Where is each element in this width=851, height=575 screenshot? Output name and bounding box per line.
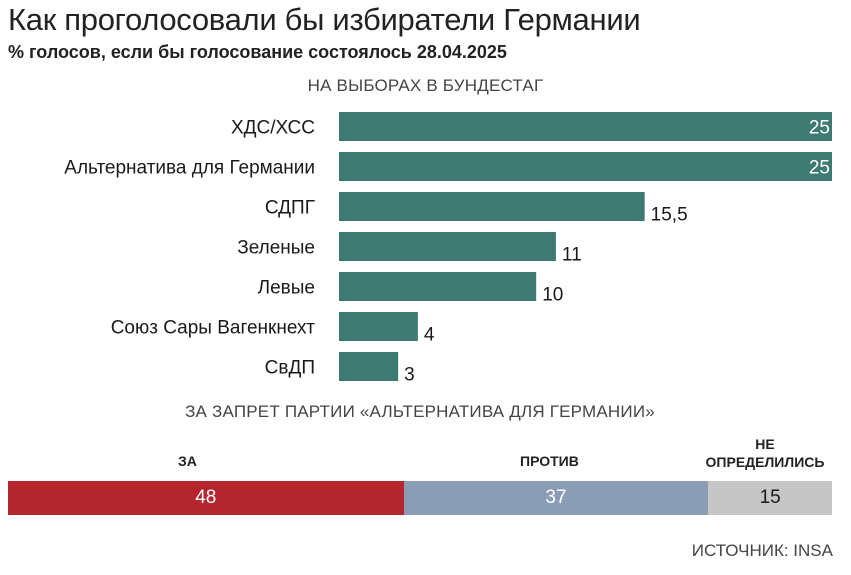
bar-3: [339, 232, 556, 261]
bar-label-1: Альтернатива для Германии: [64, 158, 315, 179]
bar-label-3: Зеленые: [237, 238, 315, 259]
bar-label-6: СвДП: [265, 358, 315, 379]
chart-title: Как проголосовали бы избиратели Германии: [8, 2, 641, 37]
ban-stacked-bar: 48 37 15: [8, 481, 832, 515]
bar-1: [339, 152, 832, 181]
bar-4: [339, 272, 537, 301]
bar-value-1: 25: [809, 158, 830, 179]
bar-label-4: Левые: [258, 278, 315, 299]
bar-label-0: ХДС/ХСС: [231, 118, 315, 139]
stack-header-for: ЗА: [178, 453, 197, 469]
stack-segment-for: 48: [8, 481, 404, 515]
bar-value-6: 3: [404, 365, 415, 386]
bar-value-4: 10: [542, 285, 563, 306]
section-title-ban: ЗА ЗАПРЕТ ПАРТИИ «АЛЬТЕРНАТИВА ДЛЯ ГЕРМА…: [185, 402, 655, 421]
section-title-bundestag: НА ВЫБОРАХ В БУНДЕСТАГ: [307, 76, 544, 95]
bar-6: [339, 352, 399, 381]
bar-label-2: СДПГ: [265, 198, 315, 219]
bar-label-5: Союз Сары Вагенкнехт: [111, 318, 316, 339]
bundestag-bar-chart: ХДС/ХСС 25 Альтернатива для Германии 25 СДПГ…: [64, 112, 832, 386]
stack-segment-against: 37: [403, 481, 709, 515]
bar-value-5: 4: [424, 325, 435, 346]
chart-subtitle: % голосов, если бы голосование состоялос…: [8, 42, 507, 62]
bar-value-3: 11: [562, 245, 582, 266]
bar-0: [339, 112, 832, 141]
stack-segment-undecided: 15: [708, 481, 832, 515]
bar-value-2: 15,5: [651, 205, 688, 226]
bar-5: [339, 312, 418, 341]
source-note: ИСТОЧНИК: INSA: [691, 541, 833, 560]
bar-value-0: 25: [809, 118, 830, 139]
stack-header-against: ПРОТИВ: [520, 453, 579, 469]
bar-2: [339, 192, 645, 221]
stack-header-undecided: НЕ ОПРЕДЕЛИЛИСЬ: [705, 436, 825, 470]
